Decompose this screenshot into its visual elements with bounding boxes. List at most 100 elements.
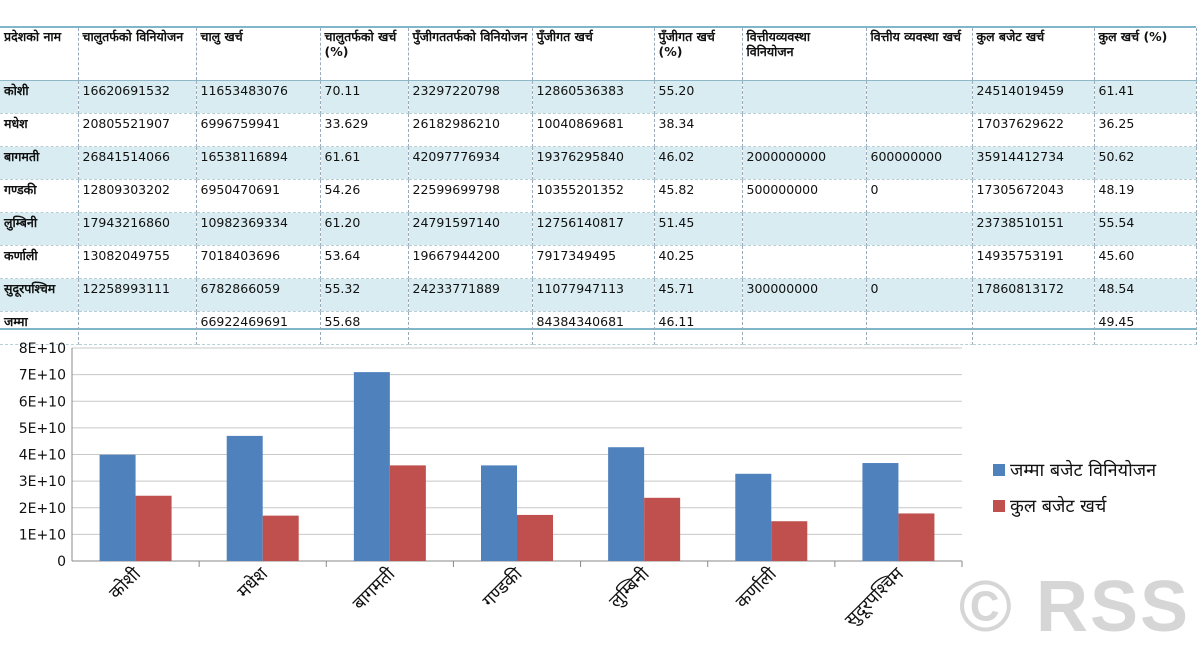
table-cell: 2000000000 [742, 146, 867, 180]
table-cell: 50.62 [1094, 146, 1197, 180]
table-cell [866, 311, 973, 345]
table-cell: 17860813172 [972, 278, 1095, 312]
budget-table-container: प्रदेशको नाम चालुतर्फको विनियोजन चालु खर… [0, 26, 1197, 345]
legend-label: जम्मा बजेट विनियोजन [1010, 459, 1157, 481]
table-cell: 7018403696 [196, 245, 321, 279]
header-cell: प्रदेशको नाम [0, 28, 79, 81]
table-cell: 26841514066 [78, 146, 197, 180]
bar-allocation [862, 463, 899, 561]
province-name-cell: बागमती [0, 146, 79, 180]
table-cell: 45.60 [1094, 245, 1197, 279]
x-tick-label: बागमती [348, 563, 400, 615]
table-cell: 46.11 [654, 311, 743, 345]
table-cell: 42097776934 [408, 146, 533, 180]
table-cell [408, 311, 533, 345]
y-tick-label: 8E+10 [19, 341, 66, 357]
table-cell: 61.41 [1094, 80, 1197, 114]
table-cell: 23738510151 [972, 212, 1095, 246]
table-cell [742, 80, 867, 114]
table-cell [866, 212, 973, 246]
table-cell: 14935753191 [972, 245, 1095, 279]
table-cell: 17305672043 [972, 179, 1095, 213]
table-cell [866, 245, 973, 279]
bar-expenditure [644, 497, 681, 561]
province-name-cell: गण्डकी [0, 179, 79, 213]
y-tick-label: 1E+10 [19, 527, 66, 543]
table-cell: 0 [866, 278, 973, 312]
table-cell: 11077947113 [532, 278, 655, 312]
province-name-cell: कर्णाली [0, 245, 79, 279]
header-cell: कुल बजेट खर्च [972, 28, 1095, 81]
table-cell: 12258993111 [78, 278, 197, 312]
table-cell: 6782866059 [196, 278, 321, 312]
x-tick-label: सुदूरपश्चिम [840, 562, 909, 631]
table-row: गण्डकी 12809303202 6950470691 54.26 22599699… [0, 179, 1197, 213]
y-tick-label: 3E+10 [19, 474, 66, 490]
province-name-cell: कोशी [0, 80, 79, 114]
table-cell: 45.82 [654, 179, 743, 213]
province-name-cell: सुदूरपश्चिम [0, 278, 79, 312]
y-tick-label: 7E+10 [19, 368, 66, 384]
y-tick-label: 5E+10 [19, 421, 66, 437]
table-row: बागमती 26841514066 16538116894 61.61 4209777… [0, 146, 1197, 180]
table-cell: 49.45 [1094, 311, 1197, 345]
table-cell: 61.61 [320, 146, 409, 180]
table-cell [866, 113, 973, 147]
table-cell: 24514019459 [972, 80, 1095, 114]
table-cell: 10040869681 [532, 113, 655, 147]
header-cell: चालुतर्फको खर्च (%) [320, 28, 409, 81]
table-cell: 500000000 [742, 179, 867, 213]
header-cell: चालु खर्च [196, 28, 321, 81]
watermark: © RSS [958, 567, 1190, 647]
table-cell: 48.19 [1094, 179, 1197, 213]
table-cell: 0 [866, 179, 973, 213]
table-cell: 38.34 [654, 113, 743, 147]
bar-expenditure [389, 465, 426, 561]
table-header-row: प्रदेशको नाम चालुतर्फको विनियोजन चालु खर… [0, 28, 1197, 81]
header-cell: कुल खर्च (%) [1094, 28, 1197, 81]
table-body: कोशी 16620691532 11653483076 70.11 232972207… [0, 80, 1197, 345]
bar-expenditure [135, 495, 172, 561]
header-cell: पुँजीगत खर्च (%) [654, 28, 743, 81]
bar-allocation [735, 473, 772, 561]
header-cell: चालुतर्फको विनियोजन [78, 28, 197, 81]
legend-label: कुल बजेट खर्च [1010, 495, 1107, 517]
table-cell: 16538116894 [196, 146, 321, 180]
table-cell: 22599699798 [408, 179, 533, 213]
y-tick-label: 0 [57, 554, 66, 570]
table-row: कर्णाली 13082049755 7018403696 53.64 1966794… [0, 245, 1197, 279]
x-tick-label: कोशी [105, 563, 146, 604]
table-cell: 70.11 [320, 80, 409, 114]
table-cell [742, 212, 867, 246]
table-row: मधेश 20805521907 6996759941 33.629 261829862… [0, 113, 1197, 147]
table-cell: 19376295840 [532, 146, 655, 180]
table-cell: 7917349495 [532, 245, 655, 279]
table-cell: 300000000 [742, 278, 867, 312]
table-cell: 17037629622 [972, 113, 1095, 147]
x-tick-label: लुम्बिनी [604, 563, 653, 612]
table-row: कोशी 16620691532 11653483076 70.11 232972207… [0, 80, 1197, 114]
table-cell: 16620691532 [78, 80, 197, 114]
bar-expenditure [517, 514, 553, 561]
table-cell: 55.32 [320, 278, 409, 312]
table-cell: 12860536383 [532, 80, 655, 114]
table-cell: 12809303202 [78, 179, 197, 213]
table-cell: 17943216860 [78, 212, 197, 246]
table-cell [866, 80, 973, 114]
table-cell [78, 311, 197, 345]
header-cell: वित्तीयव्यवस्था विनियोजन [742, 28, 867, 81]
y-tick-label: 2E+10 [19, 501, 66, 517]
table-cell: 66922469691 [196, 311, 321, 345]
y-tick-label: 6E+10 [19, 394, 66, 410]
bar-chart: 0 1E+10 2E+10 3E+10 4E+10 5E+10 6E+10 7E+10 8E+1… [19, 341, 1157, 631]
table-cell: 36.25 [1094, 113, 1197, 147]
table-cell: 55.20 [654, 80, 743, 114]
header-cell: पुँजीगत खर्च [532, 28, 655, 81]
table-cell: 61.20 [320, 212, 409, 246]
legend-swatch [993, 500, 1005, 512]
table-cell: 53.64 [320, 245, 409, 279]
table-cell: 26182986210 [408, 113, 533, 147]
table-cell: 45.71 [654, 278, 743, 312]
table-cell: 55.54 [1094, 212, 1197, 246]
bar-allocation [481, 465, 517, 561]
